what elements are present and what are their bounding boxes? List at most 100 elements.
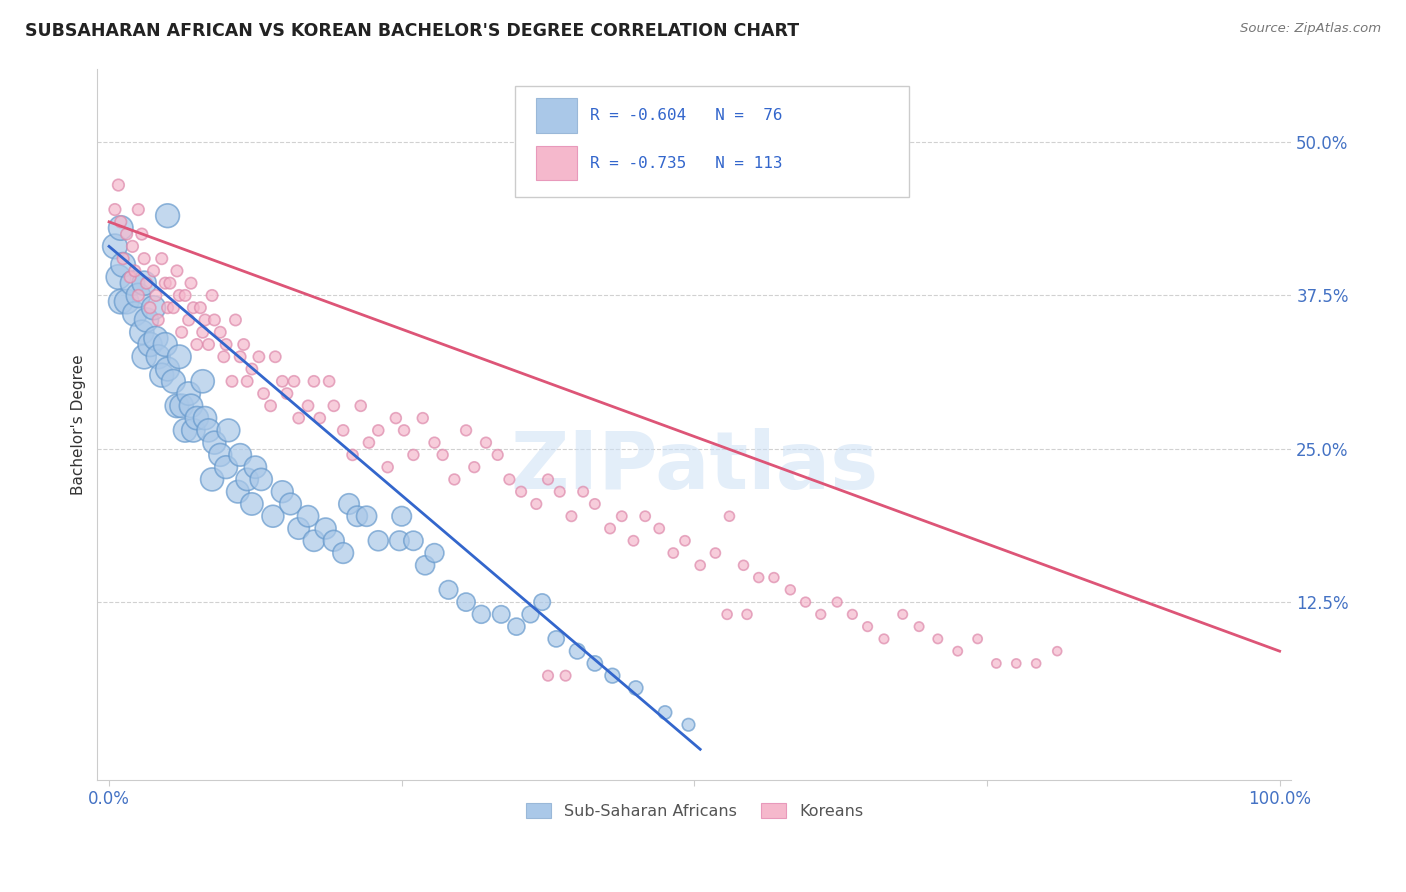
Point bbox=[673, 533, 696, 548]
Point bbox=[250, 472, 273, 486]
Point bbox=[148, 350, 170, 364]
Point bbox=[810, 607, 832, 622]
FancyBboxPatch shape bbox=[536, 146, 578, 180]
Point bbox=[134, 252, 156, 266]
Point bbox=[232, 337, 254, 351]
Point bbox=[194, 313, 217, 327]
Point bbox=[350, 399, 373, 413]
Point bbox=[170, 325, 193, 339]
Point bbox=[240, 362, 263, 376]
Point bbox=[367, 533, 389, 548]
Point bbox=[470, 607, 492, 622]
Point bbox=[121, 276, 143, 290]
Point bbox=[148, 313, 170, 327]
Point bbox=[131, 227, 153, 241]
Point bbox=[112, 258, 135, 272]
Point bbox=[297, 509, 319, 524]
Point bbox=[259, 399, 281, 413]
Point bbox=[583, 497, 606, 511]
Point bbox=[156, 209, 179, 223]
Point bbox=[322, 533, 344, 548]
Point bbox=[662, 546, 685, 560]
Point bbox=[201, 288, 224, 302]
Point bbox=[475, 435, 498, 450]
Point bbox=[510, 484, 533, 499]
Point bbox=[342, 448, 364, 462]
Point bbox=[966, 632, 988, 646]
Point bbox=[240, 497, 263, 511]
Point bbox=[1025, 657, 1047, 671]
Point bbox=[194, 411, 217, 425]
Point bbox=[139, 301, 162, 315]
Legend: Sub-Saharan Africans, Koreans: Sub-Saharan Africans, Koreans bbox=[519, 797, 869, 825]
Point bbox=[572, 484, 595, 499]
Point bbox=[524, 497, 547, 511]
Point bbox=[356, 509, 378, 524]
Point bbox=[159, 276, 181, 290]
Point bbox=[315, 521, 337, 535]
Point bbox=[1005, 657, 1028, 671]
Point bbox=[236, 374, 259, 388]
Point bbox=[134, 350, 156, 364]
Point bbox=[139, 337, 162, 351]
Point bbox=[212, 350, 235, 364]
Point bbox=[391, 509, 413, 524]
Point bbox=[733, 558, 755, 573]
Point bbox=[567, 644, 589, 658]
Point bbox=[367, 423, 389, 437]
Point bbox=[548, 484, 571, 499]
Point bbox=[1046, 644, 1069, 658]
Point bbox=[735, 607, 758, 622]
Point bbox=[166, 399, 188, 413]
Point bbox=[332, 423, 354, 437]
Point bbox=[177, 386, 200, 401]
Point bbox=[252, 386, 274, 401]
Point bbox=[437, 582, 460, 597]
Point bbox=[583, 657, 606, 671]
Point bbox=[654, 706, 676, 720]
Point bbox=[110, 294, 132, 309]
Point bbox=[131, 325, 153, 339]
Point bbox=[779, 582, 801, 597]
Point bbox=[413, 558, 436, 573]
Point bbox=[245, 460, 267, 475]
Point bbox=[610, 509, 633, 524]
Point bbox=[121, 239, 143, 253]
Point bbox=[332, 546, 354, 560]
Point bbox=[423, 546, 446, 560]
Point bbox=[156, 301, 179, 315]
Text: SUBSAHARAN AFRICAN VS KOREAN BACHELOR'S DEGREE CORRELATION CHART: SUBSAHARAN AFRICAN VS KOREAN BACHELOR'S … bbox=[25, 22, 800, 40]
Point bbox=[202, 313, 225, 327]
Point bbox=[463, 460, 485, 475]
Point bbox=[166, 264, 188, 278]
Point bbox=[127, 288, 149, 302]
Point bbox=[197, 337, 219, 351]
Point bbox=[183, 301, 205, 315]
Point bbox=[689, 558, 711, 573]
Point bbox=[191, 325, 214, 339]
Point bbox=[145, 288, 167, 302]
Point bbox=[297, 399, 319, 413]
Point bbox=[112, 252, 135, 266]
Text: Source: ZipAtlas.com: Source: ZipAtlas.com bbox=[1240, 22, 1381, 36]
Point bbox=[537, 669, 560, 683]
Point bbox=[560, 509, 582, 524]
Point bbox=[412, 411, 434, 425]
Point bbox=[135, 276, 157, 290]
Point bbox=[224, 313, 246, 327]
Point bbox=[110, 215, 132, 229]
Point bbox=[704, 546, 727, 560]
Point bbox=[145, 331, 167, 345]
Point bbox=[180, 399, 202, 413]
Point bbox=[554, 669, 576, 683]
Point bbox=[107, 270, 129, 285]
Point bbox=[186, 337, 208, 351]
Point bbox=[402, 533, 425, 548]
Point bbox=[110, 221, 132, 235]
Point bbox=[280, 497, 302, 511]
Point bbox=[678, 718, 700, 732]
Point bbox=[287, 521, 309, 535]
Point bbox=[127, 288, 149, 302]
Point bbox=[104, 239, 127, 253]
Point bbox=[217, 423, 239, 437]
